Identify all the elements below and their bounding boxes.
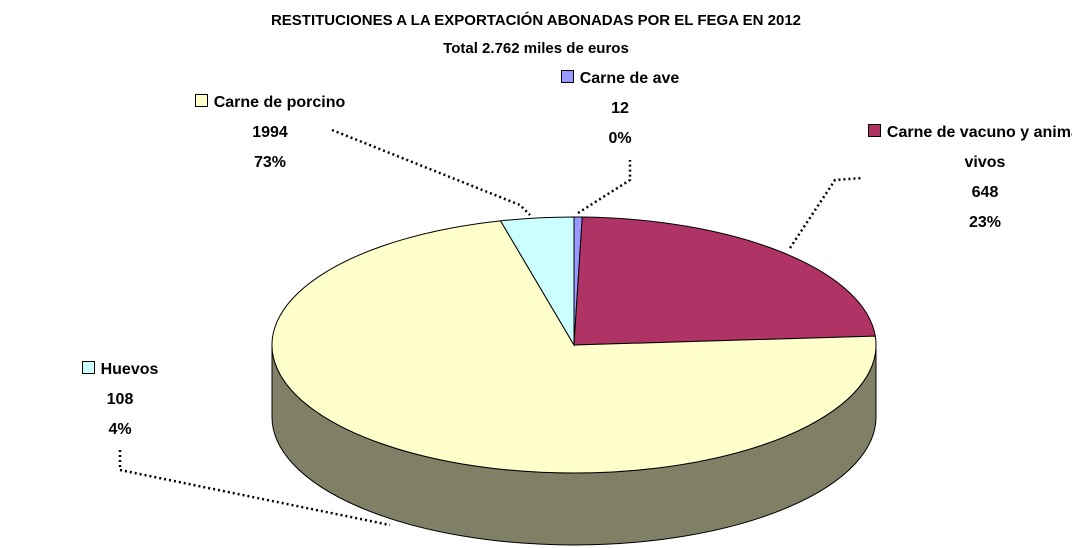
pie-slice bbox=[271, 220, 877, 474]
percent-label: 23% bbox=[968, 214, 1002, 231]
chart-title: RESTITUCIONES A LA EXPORTACIÓN ABONADAS … bbox=[270, 12, 802, 29]
legend-swatch bbox=[81, 361, 95, 374]
legend-entry: Huevos bbox=[0, 355, 240, 385]
data-label: Carne de ave 12 0% bbox=[500, 64, 740, 154]
value-label: 648 bbox=[971, 184, 999, 201]
leader-line bbox=[331, 128, 531, 216]
legend-swatch bbox=[867, 124, 881, 137]
legend-label: Carne de ave bbox=[579, 70, 680, 87]
value-label: 12 bbox=[611, 100, 629, 117]
legend-label: Carne de porcino bbox=[213, 94, 346, 111]
leader-line bbox=[577, 160, 632, 215]
legend-label: Carne de vacuno y animales vivos bbox=[886, 124, 1072, 171]
pie-slice bbox=[499, 216, 575, 347]
legend-swatch bbox=[560, 70, 574, 83]
leader-lines bbox=[118, 128, 863, 527]
data-label: Huevos 108 4% bbox=[0, 355, 240, 445]
pie-slice bbox=[573, 216, 876, 346]
data-label: Carne de vacuno y animales vivos 648 23% bbox=[860, 118, 1072, 238]
percent-label: 0% bbox=[608, 130, 632, 147]
data-label: Carne de porcino 1994 73% bbox=[150, 88, 390, 178]
legend-entry: Carne de vacuno y animales vivos bbox=[860, 118, 1072, 178]
percent-label: 73% bbox=[253, 154, 287, 171]
value-label: 108 bbox=[106, 391, 134, 408]
leader-line bbox=[118, 450, 391, 527]
legend-swatch bbox=[194, 94, 208, 107]
legend-entry: Carne de porcino bbox=[150, 88, 390, 118]
value-label: 1994 bbox=[252, 124, 288, 141]
chart-subtitle: Total 2.762 miles de euros bbox=[443, 40, 629, 57]
pie-tops bbox=[271, 216, 877, 474]
legend-entry: Carne de ave bbox=[500, 64, 740, 94]
leader-line bbox=[788, 176, 863, 249]
percent-label: 4% bbox=[108, 421, 132, 438]
legend-label: Huevos bbox=[100, 361, 159, 378]
